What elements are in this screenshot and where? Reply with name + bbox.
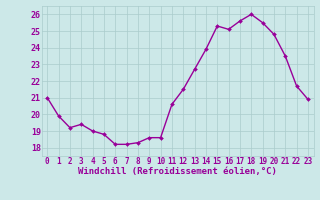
X-axis label: Windchill (Refroidissement éolien,°C): Windchill (Refroidissement éolien,°C) bbox=[78, 167, 277, 176]
